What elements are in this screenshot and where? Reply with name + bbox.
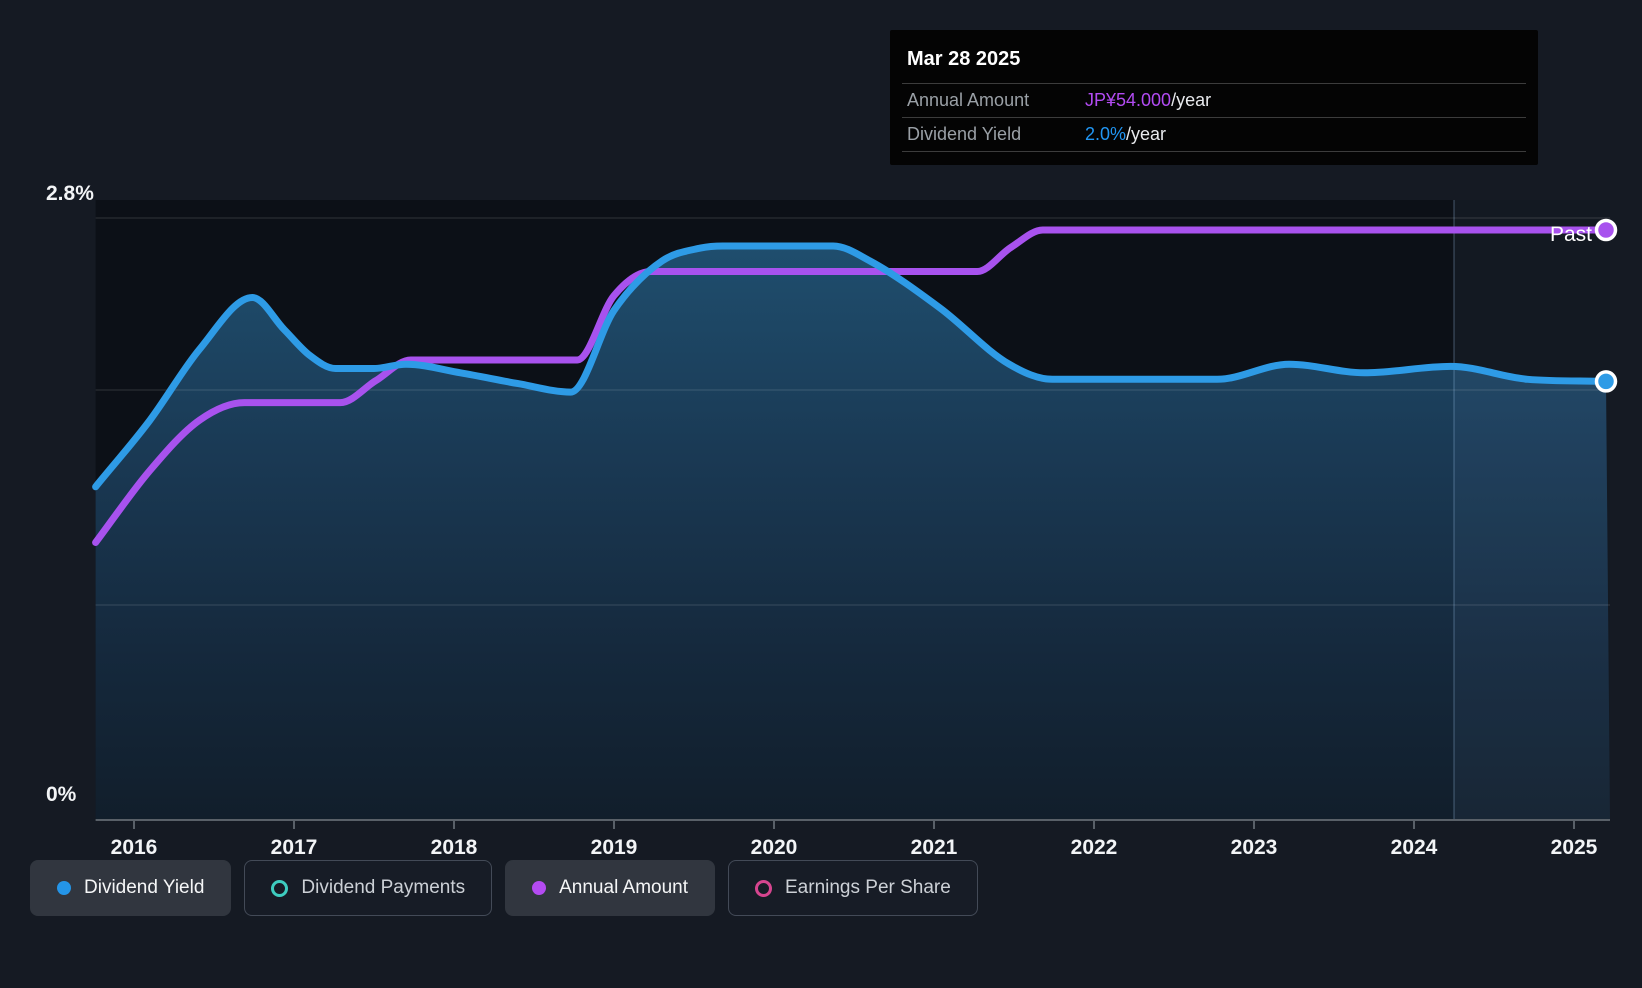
x-axis-year-label: 2024 <box>1391 836 1438 859</box>
past-region-shading <box>1454 200 1610 820</box>
legend-filled-dot-icon <box>532 881 547 895</box>
x-axis-year-label: 2022 <box>1071 836 1118 859</box>
legend-label: Dividend Payments <box>301 877 466 898</box>
dividend-yield-end-marker <box>1594 370 1618 393</box>
x-axis-year-label: 2016 <box>111 836 158 859</box>
chart-tooltip: Mar 28 2025 Annual Amount JP¥54.000 /yea… <box>890 30 1538 165</box>
x-axis-year-label: 2019 <box>591 836 638 859</box>
legend-toggle-dividend-yield[interactable]: Dividend Yield <box>30 860 232 916</box>
tooltip-label: Dividend Yield <box>907 124 1022 144</box>
x-axis-year-label: 2025 <box>1551 836 1598 859</box>
y-axis-label: 0% <box>46 783 77 806</box>
legend-label: Annual Amount <box>559 877 688 898</box>
tooltip-value: JP¥54.000 <box>1085 90 1172 110</box>
legend-toggle-dividend-payments[interactable]: Dividend Payments <box>244 860 493 916</box>
tooltip-suffix: /year <box>1126 124 1167 144</box>
tooltip-label: Annual Amount <box>907 90 1030 110</box>
x-axis-year-label: 2017 <box>271 836 318 859</box>
tooltip-date: Mar 28 2025 <box>907 48 1021 70</box>
tooltip-suffix: /year <box>1171 90 1212 110</box>
annual-amount-end-marker <box>1594 218 1618 242</box>
dividend-yield-area-fill <box>95 246 1611 820</box>
past-label: Past <box>1550 223 1592 246</box>
legend-toggle-earnings-per-share[interactable]: Earnings Per Share <box>728 860 978 916</box>
y-axis-label: 2.8% <box>46 182 94 205</box>
x-axis-year-label: 2023 <box>1231 836 1278 859</box>
x-axis-year-label: 2021 <box>911 836 958 859</box>
legend-label: Dividend Yield <box>84 877 205 898</box>
legend-outline-ring-icon <box>271 879 289 897</box>
annual-amount-line <box>92 226 1610 546</box>
legend-label: Earnings Per Share <box>785 877 951 898</box>
legend-filled-dot-icon <box>57 881 71 895</box>
tooltip-row-annual-amount: Annual Amount JP¥54.000 /year <box>902 83 1526 117</box>
tooltip-value: 2.0% <box>1085 124 1127 144</box>
chart-legend: Dividend Yield Dividend Payments Annual … <box>30 860 978 916</box>
x-axis-year-label: 2018 <box>431 836 478 859</box>
legend-outline-ring-icon <box>755 879 772 897</box>
tooltip-row-dividend-yield: Dividend Yield 2.0% /year <box>902 117 1526 151</box>
legend-toggle-annual-amount[interactable]: Annual Amount <box>505 860 715 916</box>
dividend-yield-line <box>92 242 1610 491</box>
x-axis-year-label: 2020 <box>751 836 798 859</box>
